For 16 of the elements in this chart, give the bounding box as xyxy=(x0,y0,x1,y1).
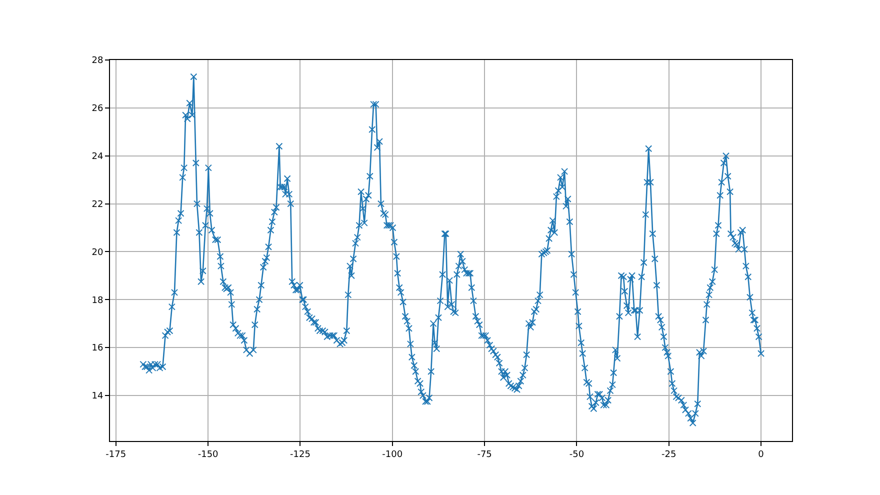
y-tick-label: 28 xyxy=(92,56,104,66)
y-tick-label: 16 xyxy=(92,344,104,354)
x-tick-label: -150 xyxy=(198,450,219,460)
x-tick-label: -25 xyxy=(662,450,676,460)
y-tick-label: 24 xyxy=(92,152,104,162)
y-tick-label: 20 xyxy=(92,248,104,258)
y-tick-label: 18 xyxy=(92,296,104,306)
y-tick-label: 26 xyxy=(92,104,104,114)
x-tick-label: -100 xyxy=(382,450,403,460)
x-tick-label: 0 xyxy=(758,450,764,460)
x-tick-label: -125 xyxy=(290,450,310,460)
x-tick-label: -50 xyxy=(569,450,584,460)
x-tick-label: -175 xyxy=(106,450,126,460)
y-tick-label: 22 xyxy=(92,200,104,210)
y-tick-label: 14 xyxy=(92,392,104,402)
x-tick-label: -75 xyxy=(477,450,492,460)
